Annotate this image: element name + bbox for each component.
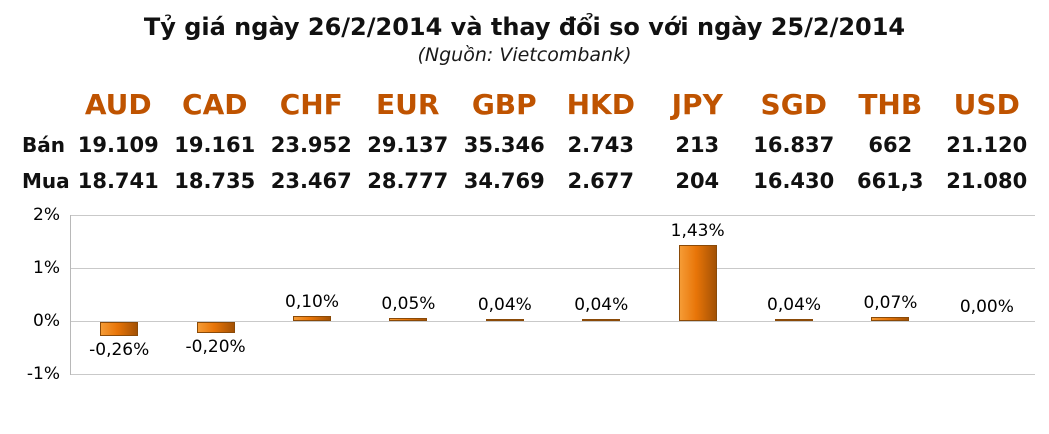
chart-column: -0,20% [167, 215, 263, 375]
bar-label: -0,26% [89, 339, 150, 360]
rate-value: 34.769 [463, 169, 545, 193]
currency-header: USD [953, 88, 1020, 121]
currency-header: SGD [760, 88, 827, 121]
chart-column: 0,04% [746, 215, 842, 375]
chart-column: 0,00% [939, 215, 1035, 375]
bar [485, 318, 524, 321]
rate-value: 16.837 [753, 133, 835, 157]
rate-value: 2.743 [567, 133, 634, 157]
rate-value: 18.735 [174, 169, 256, 193]
y-axis-tick-label: 1% [33, 258, 60, 278]
rate-value: 661,3 [857, 169, 924, 193]
rate-value: 21.120 [946, 133, 1028, 157]
table-corner [0, 88, 70, 127]
rate-value: 29.137 [367, 133, 449, 157]
currency-header: AUD [84, 88, 152, 121]
chart-column: 0,04% [457, 215, 553, 375]
bar-label: 0,04% [477, 294, 532, 315]
bar [871, 317, 910, 321]
rate-value: 18.741 [77, 169, 159, 193]
currency-header: HKD [566, 88, 635, 121]
bar [100, 322, 139, 336]
bar-chart: 2% 1% 0% -1% -0,26% -0,20% 0,10% 0,05% 0,04% 0,0… [0, 205, 1049, 384]
chart-column: 0,05% [360, 215, 456, 375]
row-label: Mua [22, 169, 70, 193]
page-title: Tỷ giá ngày 26/2/2014 và thay đổi so với… [143, 13, 906, 41]
gridline [71, 321, 1035, 322]
rate-value: 28.777 [367, 169, 449, 193]
rate-value: 16.430 [753, 169, 835, 193]
currency-header: GBP [471, 88, 537, 121]
chart-column: 0,04% [553, 215, 649, 375]
bar [775, 318, 814, 321]
bar-label: 0,00% [959, 297, 1014, 317]
rate-value: 19.161 [174, 133, 256, 157]
rate-value: 23.467 [270, 169, 352, 193]
currency-header: THB [858, 88, 923, 121]
bar-label: 0,10% [285, 291, 340, 312]
currency-header: JPY [671, 88, 723, 121]
bar [678, 245, 717, 321]
currency-header: CAD [182, 88, 248, 121]
bar-label: 0,07% [863, 293, 918, 314]
rate-value: 19.109 [77, 133, 159, 157]
currency-header: CHF [279, 88, 343, 121]
rate-value: 21.080 [946, 169, 1028, 193]
y-axis-tick-label: 2% [33, 205, 60, 225]
bar [196, 322, 235, 333]
y-axis: 2% 1% 0% -1% [0, 205, 70, 384]
plot-area: -0,26% -0,20% 0,10% 0,05% 0,04% 0,04% 1,43% 0,0… [70, 215, 1035, 375]
page-subtitle: (Nguồn: Vietcombank) [417, 44, 632, 66]
rate-value: 2.677 [567, 169, 634, 193]
chart-column: -0,26% [71, 215, 167, 375]
y-axis-tick-label: -1% [26, 364, 60, 384]
bar-label: 0,05% [381, 294, 436, 315]
rate-table: AUD CAD CHF EUR GBP HKD JPY SGD THB USD Bán 19.109 1… [0, 88, 1049, 199]
gridline [71, 268, 1035, 269]
bar-columns: -0,26% -0,20% 0,10% 0,05% 0,04% 0,04% 1,43% 0,0… [71, 215, 1035, 375]
rate-value: 662 [868, 133, 913, 157]
row-label: Bán [22, 133, 65, 157]
bar-label: 0,04% [767, 294, 822, 315]
rate-value: 213 [675, 133, 720, 157]
bar [389, 318, 428, 321]
rate-value: 204 [675, 169, 720, 193]
bar-label: 0,04% [574, 294, 629, 315]
currency-header: EUR [376, 88, 440, 121]
y-axis-tick-label: 0% [33, 311, 60, 331]
bar-label: -0,20% [185, 336, 246, 357]
gridline [71, 215, 1035, 216]
chart-column: 0,07% [842, 215, 938, 375]
bar [293, 315, 332, 321]
chart-column: 0,10% [264, 215, 360, 375]
chart-column: 1,43% [649, 215, 745, 375]
gridline [71, 374, 1035, 375]
rate-value: 23.952 [270, 133, 352, 157]
rate-value: 35.346 [463, 133, 545, 157]
bar [582, 318, 621, 321]
bar-label: 1,43% [670, 221, 725, 242]
